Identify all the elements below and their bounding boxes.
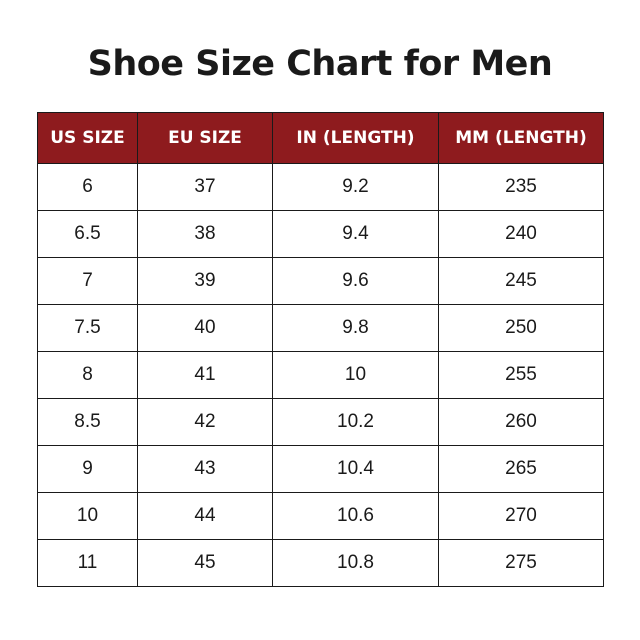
- us-size-cell: 6.5: [37, 210, 138, 258]
- eu-size-cell: 40: [137, 304, 273, 352]
- size-table: US SIZE EU SIZE IN (LENGTH) MM (LENGTH) …: [37, 112, 604, 587]
- mm-length-cell: 260: [438, 398, 604, 446]
- in-length-cell: 10.4: [272, 445, 439, 493]
- table-row: 8 41 10 255: [37, 351, 604, 399]
- table-row: 6 37 9.2 235: [37, 163, 604, 211]
- eu-size-cell: 43: [137, 445, 273, 493]
- table-row: 8.5 42 10.2 260: [37, 398, 604, 446]
- in-length-cell: 9.4: [272, 210, 439, 258]
- eu-size-cell: 42: [137, 398, 273, 446]
- table-row: 11 45 10.8 275: [37, 539, 604, 587]
- us-size-cell: 8.5: [37, 398, 138, 446]
- eu-size-cell: 44: [137, 492, 273, 540]
- table-row: 6.5 38 9.4 240: [37, 210, 604, 258]
- eu-size-cell: 39: [137, 257, 273, 305]
- in-length-cell: 10.2: [272, 398, 439, 446]
- table-row: 7 39 9.6 245: [37, 257, 604, 305]
- us-size-cell: 7: [37, 257, 138, 305]
- us-size-cell: 7.5: [37, 304, 138, 352]
- in-length-cell: 9.6: [272, 257, 439, 305]
- in-length-cell: 10.8: [272, 539, 439, 587]
- eu-size-cell: 38: [137, 210, 273, 258]
- table-row: 10 44 10.6 270: [37, 492, 604, 540]
- in-length-cell: 10.6: [272, 492, 439, 540]
- us-size-cell: 6: [37, 163, 138, 211]
- mm-length-cell: 250: [438, 304, 604, 352]
- header-us-size: US SIZE: [37, 112, 138, 164]
- header-in-length: IN (LENGTH): [272, 112, 439, 164]
- table-header-row: US SIZE EU SIZE IN (LENGTH) MM (LENGTH): [37, 112, 604, 164]
- table-row: 7.5 40 9.8 250: [37, 304, 604, 352]
- header-mm-length: MM (LENGTH): [438, 112, 604, 164]
- eu-size-cell: 45: [137, 539, 273, 587]
- us-size-cell: 11: [37, 539, 138, 587]
- mm-length-cell: 255: [438, 351, 604, 399]
- header-eu-size: EU SIZE: [137, 112, 273, 164]
- us-size-cell: 10: [37, 492, 138, 540]
- in-length-cell: 10: [272, 351, 439, 399]
- eu-size-cell: 41: [137, 351, 273, 399]
- us-size-cell: 8: [37, 351, 138, 399]
- mm-length-cell: 265: [438, 445, 604, 493]
- eu-size-cell: 37: [137, 163, 273, 211]
- page-title: Shoe Size Chart for Men: [87, 44, 553, 84]
- mm-length-cell: 235: [438, 163, 604, 211]
- mm-length-cell: 245: [438, 257, 604, 305]
- in-length-cell: 9.2: [272, 163, 439, 211]
- us-size-cell: 9: [37, 445, 138, 493]
- mm-length-cell: 275: [438, 539, 604, 587]
- mm-length-cell: 240: [438, 210, 604, 258]
- in-length-cell: 9.8: [272, 304, 439, 352]
- mm-length-cell: 270: [438, 492, 604, 540]
- table-row: 9 43 10.4 265: [37, 445, 604, 493]
